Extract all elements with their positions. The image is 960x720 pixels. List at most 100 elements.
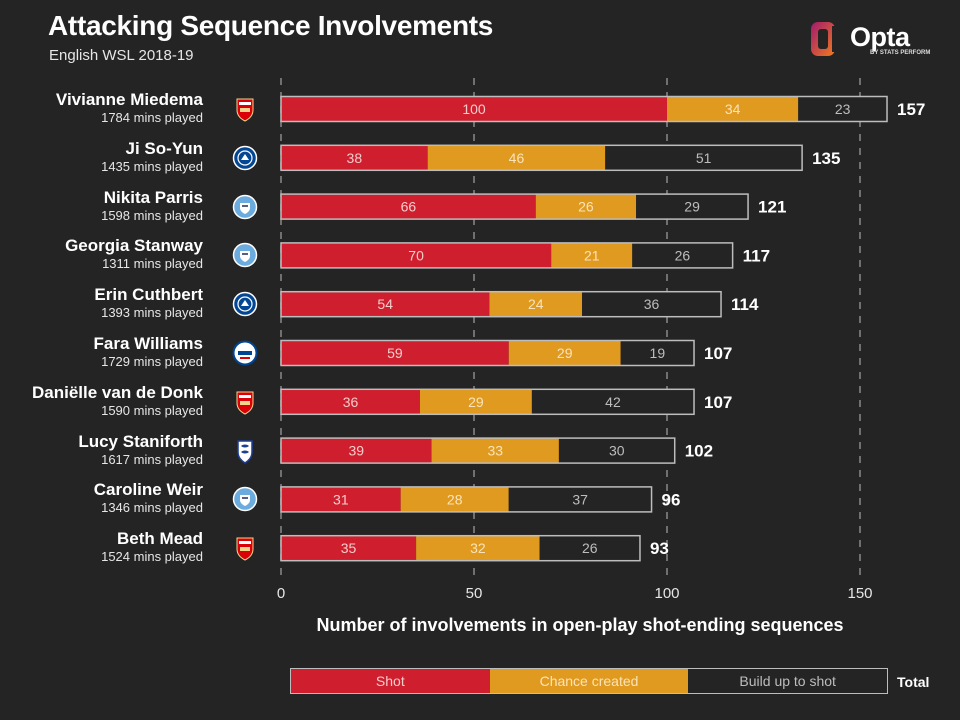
bar-build-up [632,242,733,268]
club-crest-icon [232,243,258,268]
bar-outline [280,95,888,123]
bar-total-label: 114 [731,295,759,314]
bar-chance-created-label: 24 [528,296,544,312]
bar-outline [280,486,653,513]
player-minutes: 1617 mins played [101,451,203,467]
player-name: Lucy Staniforth [78,431,203,451]
player-name: Erin Cuthbert [94,285,203,305]
player-name: Nikita Parris [103,187,203,207]
bar-shot [281,389,420,415]
bar-chance-created-label: 29 [468,394,484,410]
player-minutes: 1598 mins played [101,207,203,223]
club-crest-icon [232,291,258,317]
player-minutes: 1590 mins played [101,402,203,418]
club-crest-icon [236,98,254,122]
player-name: Caroline Weir [93,480,203,500]
bar-build-up-label: 51 [696,150,712,166]
legend: Shot Chance created Build up to shot [290,668,888,694]
opta-logo: Opta BY STATS PERFORM [808,20,931,60]
club-crest-icon [237,439,253,464]
bar-build-up-label: 42 [605,394,621,410]
bar-build-up [508,486,652,512]
bar-chance-created [400,486,509,512]
bar-shot [281,438,432,464]
player-name: Fara Williams [93,334,203,353]
player-name: Daniëlle van de Donk [32,382,203,402]
bar-shot [281,96,667,122]
bar-shot-label: 66 [401,199,417,215]
bar-outline [280,437,676,464]
bar-total-label: 135 [812,149,840,168]
opta-logo-sub: BY STATS PERFORM [870,50,931,56]
player-minutes: 1393 mins played [101,305,203,321]
bar-total-label: 121 [758,198,786,217]
bar-chance-created [416,535,540,561]
bar-build-up-label: 26 [582,540,598,556]
bar-chance-created-label: 32 [470,540,486,556]
bar-chance-created [431,438,559,464]
player-minutes: 1784 mins played [101,110,203,125]
bar-outline [280,290,722,318]
legend-shot: Shot [291,669,490,693]
bar-chance-created [508,340,621,366]
bar-chance-created-label: 34 [725,101,741,117]
player-minutes: 1435 mins played [101,158,203,174]
bar-shot-label: 39 [348,443,364,459]
bar-build-up-label: 19 [650,345,666,361]
bar-chance-created [489,291,583,317]
bar-outline [280,388,695,416]
bar-chance-created-label: 33 [487,443,503,459]
bar-build-up [620,340,695,366]
bar-shot [281,194,536,220]
bar-shot [281,242,552,268]
player-minutes: 1729 mins played [101,354,203,369]
bar-build-up-label: 36 [644,296,660,312]
bar-chance-created-label: 46 [509,150,525,166]
bar-total-label: 107 [704,344,732,363]
bar-chance-created-label: 26 [578,199,594,215]
player-name: Vivianne Miedema [55,90,203,109]
bar-outline [280,144,803,172]
player-minutes: 1524 mins played [101,549,203,565]
opta-logo-word: Opta [850,22,910,52]
bar-build-up [798,96,888,122]
bar-chance-created-label: 29 [557,345,573,361]
x-tick-label: 50 [466,585,483,602]
bar-build-up [558,438,675,464]
club-crest-icon [236,537,254,561]
bar-total-label: 93 [650,539,669,558]
bar-shot-label: 38 [347,150,363,166]
x-tick-label: 150 [847,585,872,602]
bar-chance-created [535,194,637,220]
bar-shot-label: 36 [343,394,359,410]
player-name: Georgia Stanway [65,236,203,256]
club-crest-icon [232,340,258,366]
bar-build-up [531,389,695,415]
player-name: Beth Mead [117,529,203,549]
bar-chance-created [419,389,532,415]
bar-shot-label: 54 [377,296,393,312]
bar-outline [280,339,695,367]
bar-shot [281,291,490,317]
bar-outline [280,534,641,562]
legend-total: Total [897,674,930,690]
chart-subtitle: English WSL 2018-19 [49,47,194,64]
bar-shot [281,145,428,171]
bar-total-label: 157 [897,100,925,119]
bar-build-up-label: 23 [835,101,851,117]
legend-build-up-to-shot: Build up to shot [688,669,888,693]
bar-shot [281,340,509,366]
bar-build-up [636,194,749,220]
opta-logo-icon [811,22,838,56]
bar-build-up [605,145,803,171]
bar-build-up-label: 29 [684,199,700,215]
bar-outline [280,193,749,220]
bar-build-up-label: 37 [572,491,588,507]
bar-build-up-label: 30 [609,443,625,459]
player-minutes: 1346 mins played [101,500,203,516]
x-tick-label: 0 [277,585,285,602]
bar-chance-created [667,96,799,122]
bar-total-label: 107 [704,393,732,412]
player-name: Ji So-Yun [125,138,203,158]
